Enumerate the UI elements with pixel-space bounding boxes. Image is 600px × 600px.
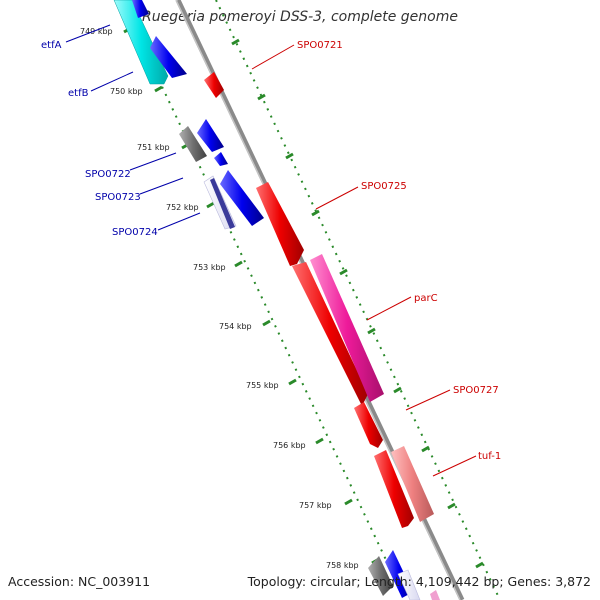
- gene-label-spo0723[interactable]: SPO0723: [95, 192, 141, 203]
- gene-feature-pink-tip[interactable]: [430, 590, 440, 600]
- tick-label-757: 757 kbp: [299, 501, 332, 510]
- gene-label-etfb[interactable]: etfB: [68, 88, 89, 99]
- genome-summary-text: Topology: circular; Length: 4,109,442 bp…: [247, 574, 591, 589]
- tick-label-756: 756 kbp: [273, 441, 306, 450]
- tick-label-758: 758 kbp: [326, 561, 359, 570]
- gene-label-parc[interactable]: parC: [414, 293, 438, 304]
- gene-feature-parc[interactable]: [292, 262, 368, 406]
- gene-label-spo0727[interactable]: SPO0727: [453, 385, 499, 396]
- gene-feature-blue-top[interactable]: [132, 0, 149, 18]
- gene-label-spo0722[interactable]: SPO0722: [85, 169, 131, 180]
- gene-feature-spo0722[interactable]: [197, 119, 224, 152]
- outer-dotted-track: [215, 0, 501, 600]
- gene-feature-salmon[interactable]: [391, 446, 434, 522]
- tick-label-749: 749 kbp: [80, 27, 113, 36]
- gene-feature-grey-758[interactable]: [368, 556, 393, 596]
- tick-label-750: 750 kbp: [110, 87, 143, 96]
- gene-feature-tuf1[interactable]: [374, 450, 414, 528]
- gene-feature-magenta[interactable]: [310, 254, 384, 402]
- gene-feature-spo0727[interactable]: [354, 402, 383, 448]
- gene-label-spo0724[interactable]: SPO0724: [112, 227, 158, 238]
- gene-feature-spo0723-stripe: [210, 178, 235, 229]
- gene-label-etfa[interactable]: etfA: [41, 40, 62, 51]
- gene-label-spo0725[interactable]: SPO0725: [361, 181, 407, 192]
- tick-label-752: 752 kbp: [166, 203, 199, 212]
- gene-feature-white-758[interactable]: [397, 569, 421, 600]
- gene-feature-spo0725[interactable]: [256, 182, 304, 266]
- tick-label-751: 751 kbp: [137, 143, 170, 152]
- tick-label-753: 753 kbp: [193, 263, 226, 272]
- map-title: Ruegeria pomeroyi DSS-3, complete genome: [142, 9, 458, 25]
- inner-dotted-track: [120, 0, 406, 600]
- tick-label-754: 754 kbp: [219, 322, 252, 331]
- gene-feature-etfa[interactable]: [113, 0, 169, 85]
- gene-feature-spo0722-small[interactable]: [214, 152, 228, 166]
- tick-label-755: 755 kbp: [246, 381, 279, 390]
- gene-feature-spo0721[interactable]: [204, 72, 224, 98]
- leader-lines-right: [251, 44, 477, 477]
- gene-feature-spo0724[interactable]: [220, 170, 264, 226]
- accession-text: Accession: NC_003911: [8, 574, 151, 589]
- gene-feature-etfb[interactable]: [150, 36, 187, 78]
- gene-label-tuf1[interactable]: tuf-1: [478, 451, 501, 462]
- gene-feature-grey-751[interactable]: [179, 126, 207, 162]
- leader-lines-left: [65, 24, 201, 231]
- gene-label-spo0721[interactable]: SPO0721: [297, 40, 343, 51]
